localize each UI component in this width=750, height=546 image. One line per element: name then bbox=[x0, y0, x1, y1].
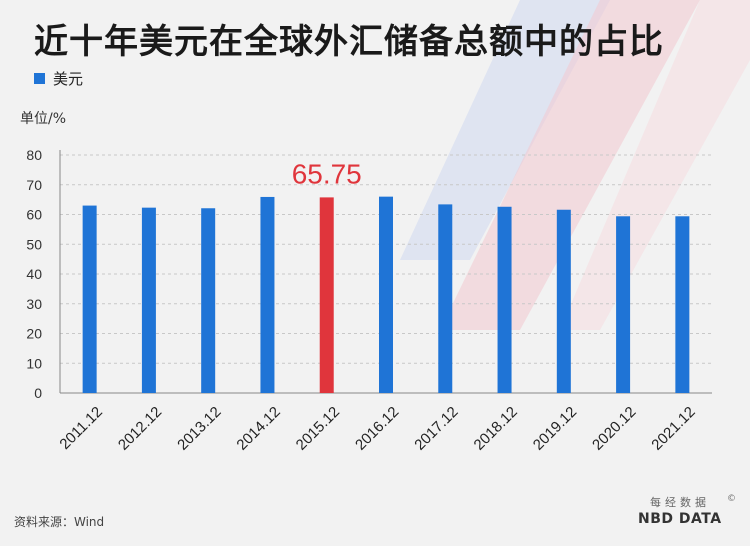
y-tick-label: 80 bbox=[26, 147, 42, 163]
highlight-data-label: 65.75 bbox=[292, 158, 362, 189]
y-tick-label: 60 bbox=[26, 207, 42, 223]
chart-title: 近十年美元在全球外汇储备总额中的占比 bbox=[34, 22, 664, 62]
x-tick-label: 2011.12 bbox=[56, 403, 106, 453]
x-tick-label: 2014.12 bbox=[233, 403, 283, 453]
bar bbox=[141, 207, 156, 393]
x-tick-label: 2015.12 bbox=[293, 403, 343, 453]
bar bbox=[616, 216, 631, 393]
y-tick-label: 20 bbox=[26, 326, 42, 342]
x-tick-label: 2013.12 bbox=[174, 403, 224, 453]
bar bbox=[260, 196, 275, 393]
logo-cn: 每经数据 bbox=[650, 496, 710, 509]
legend-swatch bbox=[34, 73, 45, 84]
x-tick-label: 2020.12 bbox=[589, 403, 639, 453]
x-tick-label: 2021.12 bbox=[648, 403, 698, 453]
bar bbox=[438, 204, 453, 393]
y-tick-label: 70 bbox=[26, 177, 42, 193]
x-tick-label: 2019.12 bbox=[530, 403, 580, 453]
bar bbox=[675, 216, 690, 393]
logo-en: NBD DATA bbox=[638, 511, 722, 527]
x-tick-label: 2017.12 bbox=[411, 403, 461, 453]
y-tick-label: 50 bbox=[26, 236, 42, 252]
source-note: 资料来源：Wind bbox=[14, 515, 105, 529]
y-tick-label: 10 bbox=[26, 355, 42, 371]
y-tick-label: 30 bbox=[26, 296, 42, 312]
bar bbox=[556, 209, 571, 393]
nbd-data-logo: 每经数据 NBD DATA © bbox=[638, 494, 742, 536]
bar bbox=[319, 197, 334, 393]
unit-label: 单位/% bbox=[20, 111, 67, 127]
y-tick-label: 0 bbox=[34, 385, 42, 401]
legend-label: 美元 bbox=[53, 70, 84, 88]
bar bbox=[82, 205, 97, 393]
bar bbox=[497, 206, 512, 393]
copyright-mark: © bbox=[727, 494, 736, 504]
legend: 美元 bbox=[34, 68, 83, 89]
bar bbox=[201, 208, 216, 393]
bar bbox=[379, 196, 393, 393]
x-tick-label: 2012.12 bbox=[115, 403, 165, 453]
y-tick-label: 40 bbox=[26, 266, 42, 282]
x-tick-label: 2018.12 bbox=[471, 403, 521, 453]
x-tick-label: 2016.12 bbox=[352, 403, 402, 453]
